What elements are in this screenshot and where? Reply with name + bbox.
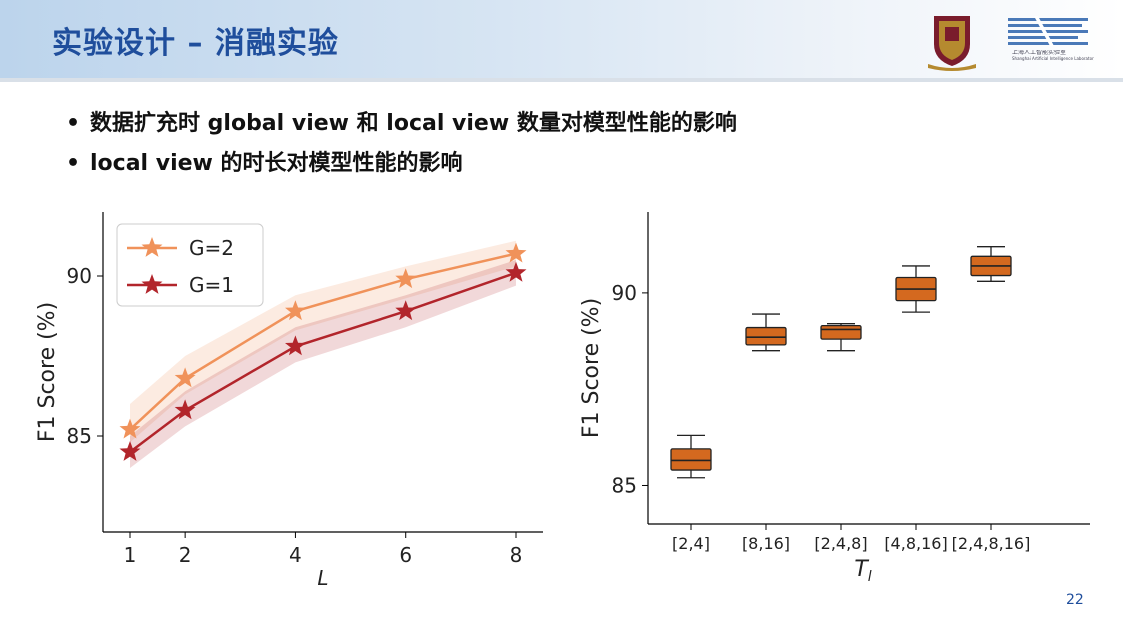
data-point-star [395,300,417,321]
slide-title: 实验设计 – 消融实验 [52,26,339,61]
box-plot-chart: [2,4] [8,16] [2,4,8] [4,8,16] [2,4,8,16] 85 90… [579,212,1090,585]
y-tick-label: 90 [67,264,92,288]
data-point-star [174,367,196,388]
shanghai-ai-lab-logo [1008,16,1088,46]
x-tick-label: 2 [179,543,192,567]
data-point-star [395,268,417,289]
x-tick-label: 1 [124,543,137,567]
y-tick-label: 85 [67,424,92,448]
box-iqr [745,326,787,346]
box-iqr [820,324,862,340]
y-tick-label: 85 [612,473,637,497]
x-axis-label: Tl [854,557,871,585]
legend-label: G=2 [189,236,234,260]
x-axis-label-sub: l [868,569,872,585]
x-tick-label: [8,16] [742,534,790,553]
legend-star-marker [141,274,163,294]
bullet-text: 数据扩充时 global view 和 local view 数量对模型性能的影… [90,111,737,136]
data-point-star [505,242,527,263]
logo-area: 上海人工智能实验室 Shanghai Artificial Intelligen… [924,10,1094,72]
x-tick-label: 4 [289,543,302,567]
legend-label: G=1 [189,273,234,297]
data-point-star [119,441,141,461]
data-point-star [119,418,141,439]
legend: G=2 G=1 [116,223,264,307]
bullet-item: • local view 的时长对模型性能的影响 [66,151,463,176]
bullet-text: local view 的时长对模型性能的影响 [90,151,463,176]
x-axis-label: L [317,566,328,590]
header-divider [0,78,1123,82]
legend-star-marker [141,237,163,257]
page-number: 22 [1066,592,1084,608]
lab-logo-text: 上海人工智能实验室 Shanghai Artificial Intelligen… [1012,50,1094,61]
data-point-star [285,300,306,321]
x-axis-label-main: T [854,557,869,582]
data-point-star [505,261,527,282]
bullet-item: • 数据扩充时 global view 和 local view 数量对模型性能的… [66,111,737,136]
x-tick-label: 8 [510,543,523,567]
y-axis-label: F1 Score (%) [579,298,604,438]
y-tick-label: 90 [612,281,637,305]
data-point-star [174,399,196,420]
y-axis-label: F1 Score (%) [35,302,60,442]
x-tick-label: [4,8,16] [884,534,947,553]
x-tick-label: 6 [399,543,412,567]
line-chart: 1 2 4 6 8 85 90 F1 Score (%) L G=2 G=1 [35,212,543,590]
x-tick-label: [2,4,8,16] [952,534,1031,553]
data-point-star [285,335,306,356]
confidence-band [130,240,516,443]
x-tick-label: [2,4,8] [814,534,867,553]
box-iqr [670,448,712,471]
x-tick-label: [2,4] [672,534,710,553]
bullet-list: • 数据扩充时 global view 和 local view 数量对模型性能的… [66,104,737,184]
university-crest-logo [928,16,976,71]
confidence-band [130,260,516,468]
